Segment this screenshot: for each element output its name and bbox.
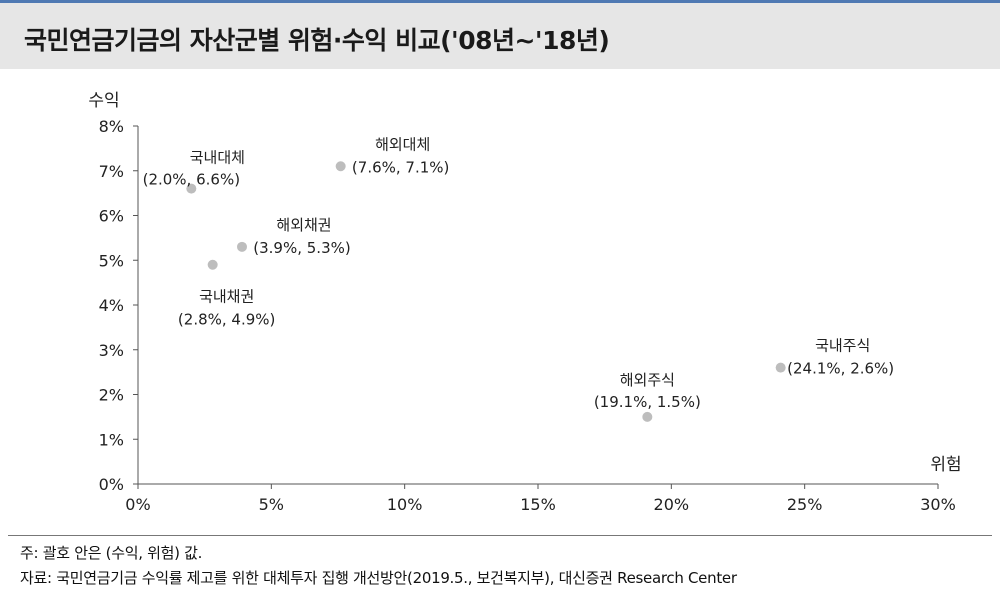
x-tick-label: 0% (125, 495, 150, 514)
point-name-label: 국내대체 (190, 149, 245, 167)
y-tick-label: 7% (99, 162, 124, 181)
data-point (335, 161, 346, 172)
source-note: 자료: 국민연금기금 수익률 제고를 위한 대체투자 집행 개선방안(2019.… (20, 569, 737, 587)
data-point (642, 411, 653, 422)
scatter-chart: 0% 1% 2% 3% 4% 5% 6% 7% 8% 0% 5% 10% 15% 20% 25% 30% 수익위… (88, 91, 961, 514)
y-tick-label: 5% (99, 251, 124, 270)
x-tick-label: 30% (920, 495, 956, 514)
point-value-label: (3.9%, 5.3%) (253, 239, 350, 257)
y-tick-label: 8% (99, 117, 124, 136)
data-point (775, 362, 786, 373)
y-tick-label: 6% (99, 207, 124, 226)
x-axis-title: 위험 (930, 455, 961, 475)
y-tick-label: 3% (99, 341, 124, 360)
y-tick-label: 2% (99, 386, 124, 405)
x-tick-label: 10% (387, 495, 423, 514)
point-name-label: 해외주식 (620, 371, 675, 389)
page-title: 국민연금기금의 자산군별 위험·수익 비교('08년~'18년) (24, 26, 610, 55)
top-accent-rule (0, 0, 1000, 3)
x-tick-label: 25% (787, 495, 823, 514)
point-value-label: (24.1%, 2.6%) (787, 360, 894, 378)
footnote: 주: 괄호 안은 (수익, 위험) 값. (20, 544, 203, 562)
title-bar: 국민연금기금의 자산군별 위험·수익 비교('08년~'18년) (0, 3, 1000, 69)
point-value-label: (2.0%, 6.6%) (143, 171, 240, 189)
point-name-label: 국내주식 (815, 337, 870, 355)
data-point (207, 259, 218, 270)
y-tick-label: 0% (99, 475, 124, 494)
point-name-label: 해외대체 (375, 135, 430, 153)
y-axis-title: 수익 (88, 91, 119, 111)
point-name-label: 해외채권 (276, 216, 331, 234)
point-value-label: (7.6%, 7.1%) (352, 158, 449, 176)
x-tick-label: 20% (654, 495, 690, 514)
x-tick-label: 5% (259, 495, 284, 514)
x-tick-label: 15% (520, 495, 556, 514)
data-point (237, 241, 247, 252)
point-value-label: (2.8%, 4.9%) (178, 311, 275, 329)
footer-rule (8, 535, 992, 536)
data-point (186, 183, 197, 194)
y-tick-label: 4% (99, 296, 124, 315)
y-tick-label: 1% (99, 430, 124, 449)
point-name-label: 국내채권 (199, 288, 254, 306)
point-value-label: (19.1%, 1.5%) (594, 393, 701, 411)
